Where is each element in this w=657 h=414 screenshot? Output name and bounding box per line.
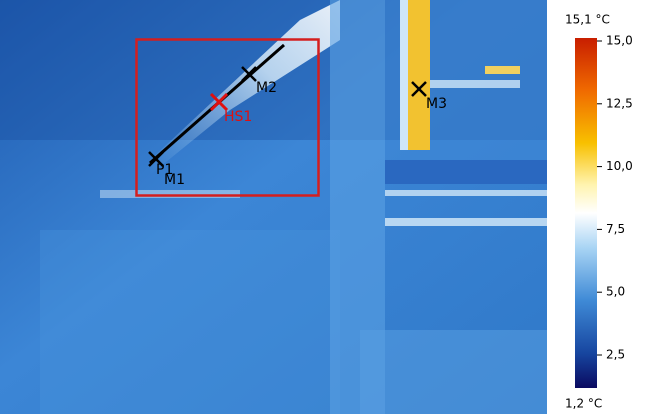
scale-tick-label: 2,5 xyxy=(606,348,625,362)
marker-label: M2 xyxy=(256,80,277,96)
scale-tick-label: 12,5 xyxy=(606,96,633,110)
scale-min: 1,2 °C xyxy=(565,397,602,411)
marker-label: P1 xyxy=(156,162,173,178)
scale-tick-label: 15,0 xyxy=(606,34,633,48)
marker-label: M1 xyxy=(164,172,185,188)
marker-label: M3 xyxy=(426,96,447,112)
scale-bar xyxy=(575,38,597,388)
measure-area xyxy=(135,38,320,197)
cross-marks xyxy=(148,66,427,167)
scale-tick-label: 5,0 xyxy=(606,285,625,299)
marker-label: HS1 xyxy=(224,109,252,125)
hotspot-mark xyxy=(209,92,229,112)
scale-tick-label: 7,5 xyxy=(606,222,625,236)
thermal-image xyxy=(0,0,547,414)
color-scale: 15,1 °C 1,2 °C 15,0 12,5 10,0 7,5 5,0 2,5 xyxy=(565,13,633,411)
scale-max: 15,1 °C xyxy=(565,13,610,27)
scale-tick-label: 10,0 xyxy=(606,159,633,173)
